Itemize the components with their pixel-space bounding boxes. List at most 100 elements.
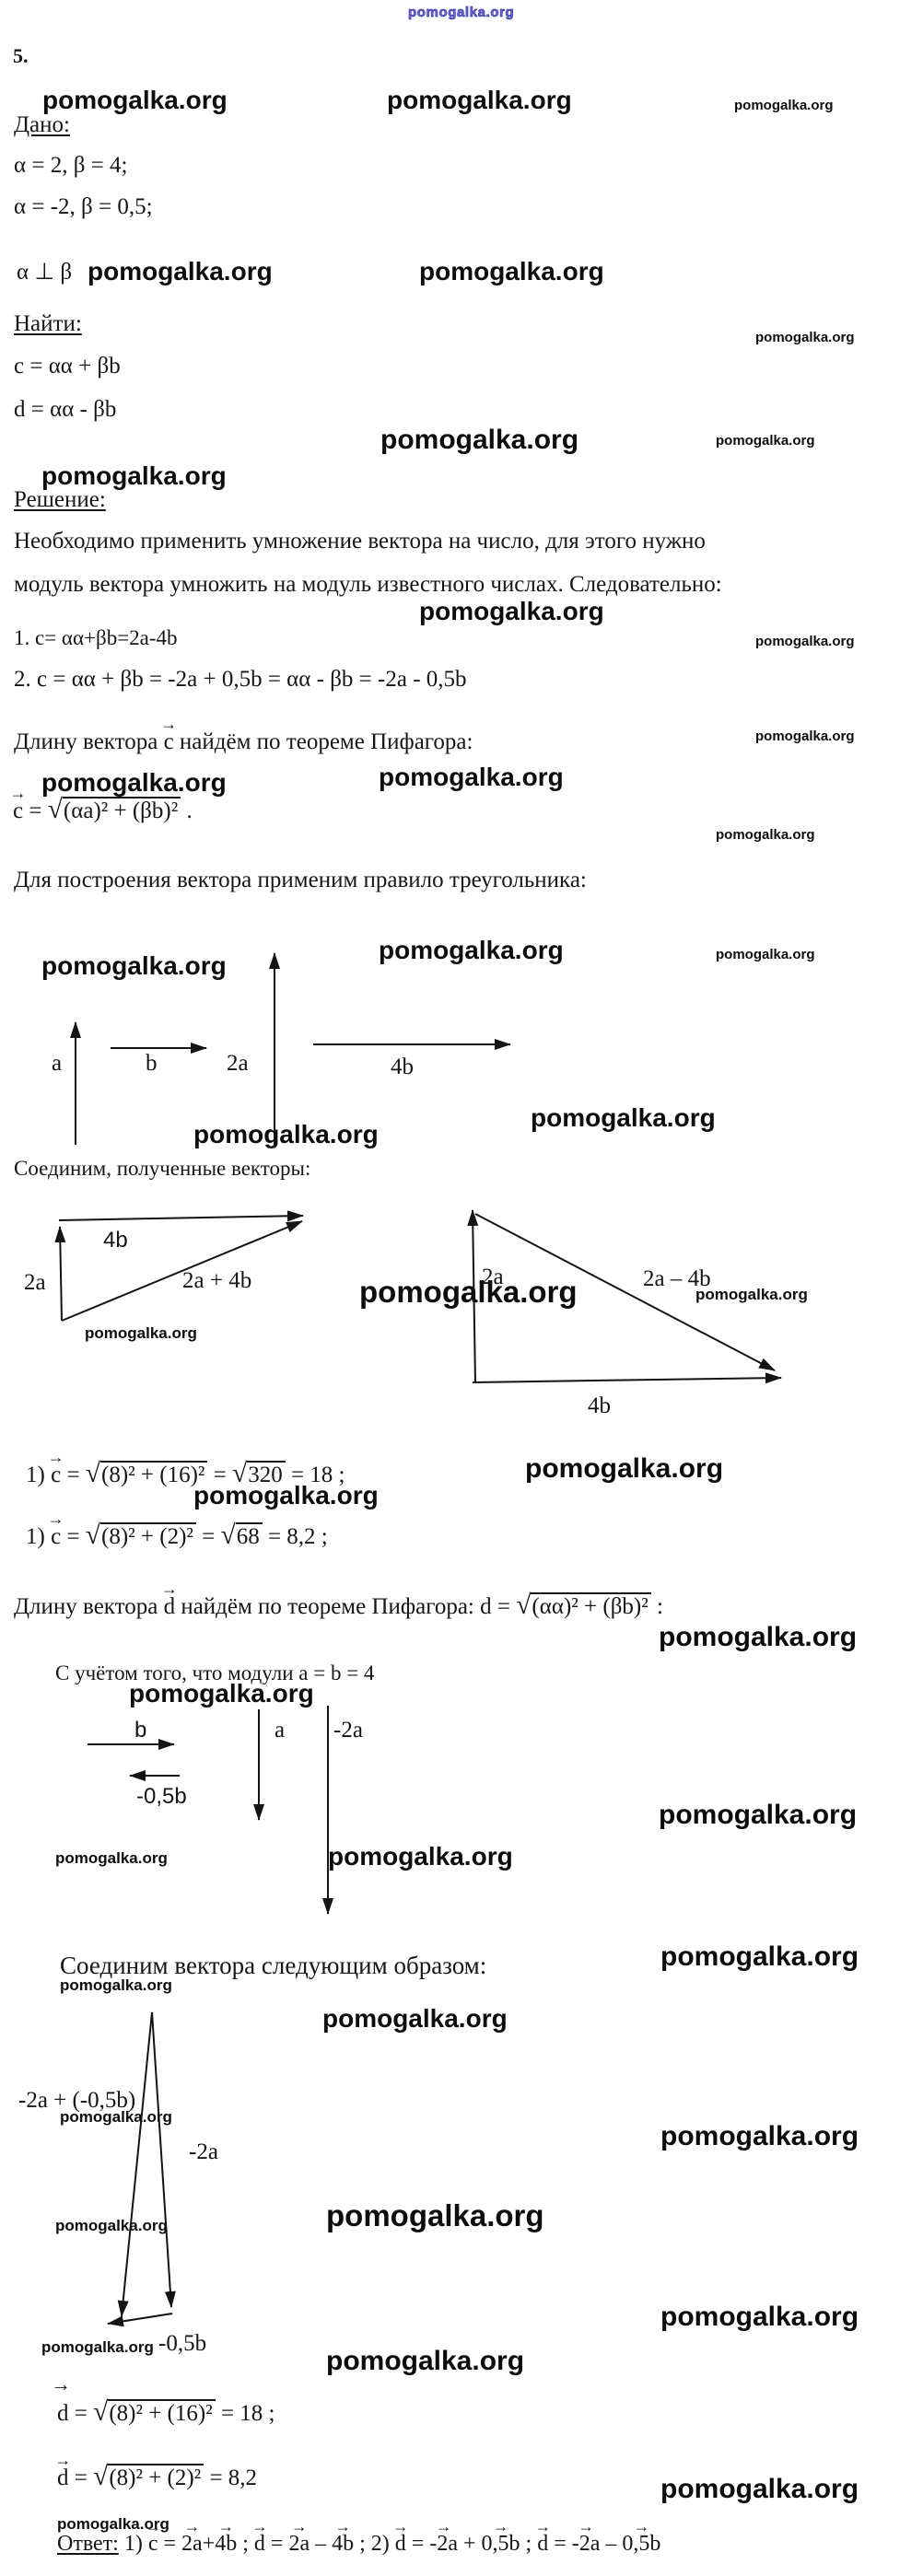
answer-line: Ответ: 1) c = 2a+4b ; d = 2a – 4b ; 2) d… bbox=[57, 2531, 660, 2558]
sqrt-radical: (8)² + (16)² bbox=[93, 2396, 216, 2429]
triangle-diff-2a-arrow bbox=[467, 1209, 479, 1383]
formula-result: = 8,2 bbox=[204, 2465, 258, 2490]
modules-note: С учётом того, что модули a = b = 4 bbox=[55, 1661, 375, 1684]
item-number: 1) bbox=[26, 1463, 52, 1487]
watermark: pomogalka.org bbox=[419, 257, 604, 286]
radicand: (8)² + (16)² bbox=[108, 2399, 216, 2426]
triangle-sum-2a-arrow bbox=[54, 1226, 66, 1322]
join-vectors-sentence-1: Соединим, полученные векторы: bbox=[14, 1157, 311, 1180]
formula-result: = 18 ; bbox=[215, 2401, 275, 2426]
watermark: pomogalka.org bbox=[734, 98, 834, 113]
answer-vector-term: -2a bbox=[572, 2531, 601, 2558]
solution-case-2: 2. c = αα + βb = -2a + 0,5b = αα - βb = … bbox=[14, 667, 467, 692]
watermark: pomogalka.org bbox=[716, 947, 815, 962]
formula-result: = 18 ; bbox=[285, 1463, 345, 1487]
answer-vector-term: c bbox=[148, 2531, 158, 2558]
item-number: 1) bbox=[26, 1524, 52, 1549]
answer-vector-term: 4b bbox=[215, 2531, 237, 2558]
label-minus-half-b: -0,5b bbox=[136, 1784, 187, 1809]
solution-paragraph-2: модуль вектора умножить на модуль извест… bbox=[14, 572, 722, 597]
answer-text: ; bbox=[237, 2532, 254, 2556]
label-tri-diff-4b: 4b bbox=[588, 1393, 611, 1418]
solution-heading: Решение: bbox=[14, 487, 106, 512]
watermark: pomogalka.org bbox=[328, 1842, 513, 1871]
length-d-pre: Длину вектора bbox=[14, 1594, 158, 1619]
sqrt-radical: 68 bbox=[221, 1520, 263, 1552]
equals: = bbox=[68, 2401, 94, 2426]
watermark: pomogalka.org bbox=[60, 1976, 172, 1994]
answer-vector-term: 2a bbox=[181, 2531, 203, 2558]
formula-d-case1: d = (8)² + (16)² = 18 ; bbox=[57, 2396, 275, 2429]
label-tri-diff-2a: 2a bbox=[482, 1265, 504, 1289]
thin-triangle-minus-2a-arrow bbox=[151, 2011, 176, 2308]
watermark: pomogalka.org bbox=[57, 2515, 169, 2533]
answer-text: = bbox=[405, 2532, 430, 2556]
vector-c-symbol: c bbox=[51, 1462, 61, 1489]
label-a: a bbox=[52, 1051, 62, 1076]
watermark: pomogalka.org bbox=[326, 2198, 544, 2232]
triangle-rule-sentence: Для построения вектора применим правило … bbox=[14, 868, 587, 892]
answer-vector-term: 0,5b bbox=[482, 2531, 520, 2558]
vector-c-symbol: c bbox=[13, 798, 23, 825]
find-d: d = αα - βb bbox=[14, 397, 117, 422]
answer-vector-term: d bbox=[537, 2531, 548, 2558]
radicand: (αα)² + (βb)² bbox=[531, 1592, 651, 1619]
watermark: pomogalka.org bbox=[387, 86, 572, 114]
label-2a: 2a bbox=[227, 1051, 249, 1076]
formula-tail: : bbox=[650, 1594, 663, 1619]
watermark: pomogalka.org bbox=[695, 1286, 808, 1303]
sqrt-radical: (8)² + (2)² bbox=[93, 2461, 204, 2493]
sqrt-radical: (αα)² + (βb)² bbox=[516, 1590, 651, 1622]
watermark: pomogalka.org bbox=[660, 2474, 859, 2504]
watermark: pomogalka.org bbox=[531, 1103, 716, 1132]
length-d-mid: найдём по теореме Пифагора: d = bbox=[181, 1594, 517, 1619]
watermark: pomogalka.org bbox=[41, 768, 227, 797]
solution-case-1: 1. c= αα+βb=2a-4b bbox=[14, 626, 178, 649]
watermark: pomogalka.org bbox=[379, 763, 564, 791]
radicand: (8)² + (16)² bbox=[100, 1461, 208, 1487]
watermark: pomogalka.org bbox=[88, 257, 273, 286]
triangle-diff-resultant-arrow bbox=[474, 1213, 776, 1371]
solution-paragraph-1: Необходимо применить умножение вектора н… bbox=[14, 529, 706, 554]
label-tri-diff-result: 2a – 4b bbox=[643, 1266, 711, 1291]
length-d-sentence: Длину вектора d найдём по теореме Пифаго… bbox=[14, 1590, 663, 1622]
watermark: pomogalka.org bbox=[755, 634, 855, 649]
label-tri-sum-2a: 2a bbox=[24, 1270, 46, 1295]
triangle-sum-resultant-arrow bbox=[61, 1220, 303, 1322]
radicand: (8)² + (2)² bbox=[108, 2464, 204, 2490]
find-c: c = αα + βb bbox=[14, 354, 121, 379]
label-b: b bbox=[146, 1051, 158, 1076]
answer-text: 1) bbox=[118, 2532, 148, 2556]
label-tri-sum-4b: 4b bbox=[103, 1228, 128, 1253]
answer-text: + bbox=[457, 2532, 482, 2556]
formula-c-case1: 1) c = (8)² + (16)² = 320 = 18 ; bbox=[26, 1458, 345, 1490]
watermark: pomogalka.org bbox=[716, 827, 815, 843]
answer-text: = bbox=[548, 2532, 572, 2556]
label-minus-2a: -2a bbox=[333, 1718, 363, 1743]
watermark: pomogalka.org bbox=[525, 1453, 724, 1484]
label-thin-result: -2a + (-0,5b) bbox=[18, 2088, 135, 2113]
label-4b: 4b bbox=[391, 1055, 414, 1079]
radicand: 320 bbox=[247, 1461, 286, 1487]
answer-text: ; bbox=[520, 2532, 538, 2556]
find-heading: Найти: bbox=[14, 311, 82, 336]
watermark: pomogalka.org bbox=[41, 2338, 154, 2356]
answer-text: ; 2) bbox=[354, 2532, 395, 2556]
given-heading: Дано: bbox=[14, 112, 70, 137]
watermark: pomogalka.org bbox=[419, 597, 604, 625]
watermark: pomogalka.org bbox=[193, 1481, 379, 1509]
length-c-post: найдём по теореме Пифагора: bbox=[179, 729, 473, 754]
equals: = bbox=[207, 1463, 232, 1487]
label-thin-minus-half-b: -0,5b bbox=[158, 2331, 206, 2356]
watermark: pomogalka.org bbox=[660, 1941, 859, 1972]
watermark: pomogalka.org bbox=[660, 2302, 859, 2332]
vector-c-symbol: c bbox=[164, 729, 174, 756]
answer-label: Ответ: bbox=[57, 2532, 119, 2556]
watermark: pomogalka.org bbox=[60, 2108, 172, 2126]
answer-vector-term: 0,5b bbox=[622, 2531, 660, 2558]
label-thin-minus-2a: -2a bbox=[189, 2139, 218, 2164]
formula-result: = 8,2 ; bbox=[262, 1524, 328, 1549]
watermark: pomogalka.org bbox=[41, 461, 227, 490]
watermark: pomogalka.org bbox=[716, 433, 815, 449]
